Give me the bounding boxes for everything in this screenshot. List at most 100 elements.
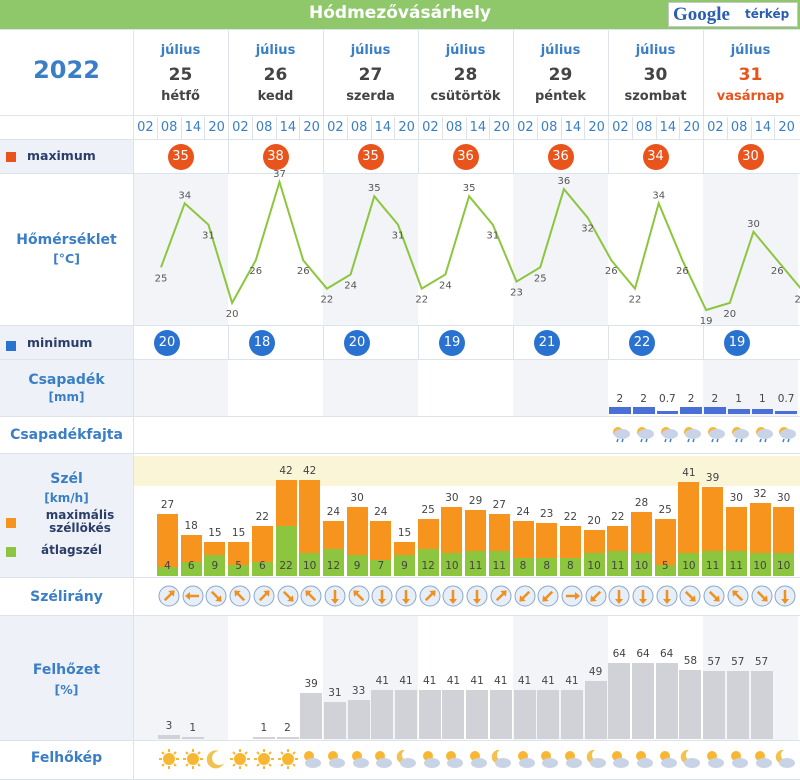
avg-wind-value: 9 xyxy=(353,560,361,572)
day-month: július xyxy=(160,43,201,58)
gust-value: 27 xyxy=(492,499,506,512)
partly-cloudy-icon xyxy=(419,748,441,770)
wind-direction-icon xyxy=(277,585,299,607)
wind-direction-icon xyxy=(679,585,701,607)
day-weekday: vasárnap xyxy=(716,89,785,104)
avg-wind-value: 12 xyxy=(326,560,341,572)
max-temp-badge: 38 xyxy=(262,144,289,170)
row-divider xyxy=(0,325,800,326)
gust-value: 15 xyxy=(208,526,222,539)
avg-wind-value: 5 xyxy=(661,560,669,572)
avg-wind-value: 10 xyxy=(753,560,767,572)
row-divider xyxy=(0,416,800,417)
wind-direction-icon xyxy=(205,585,227,607)
cloud-value: 3 xyxy=(165,720,173,733)
cloud-value: 41 xyxy=(494,675,508,688)
precip-type-label: Csapadékfajta xyxy=(10,427,123,443)
partly-cloudy-icon xyxy=(632,748,654,770)
avg-wind-value: 5 xyxy=(235,560,242,572)
avg-wind-bar xyxy=(251,562,273,576)
wind-direction-icon xyxy=(348,585,370,607)
avg-wind-value: 10 xyxy=(634,560,649,572)
max-temp-badge: 30 xyxy=(737,144,764,170)
hour-label: 02 xyxy=(323,117,347,139)
day-divider xyxy=(513,326,514,360)
partly-cloudy-icon xyxy=(466,748,488,770)
row-divider xyxy=(0,29,800,30)
wind-direction-icon xyxy=(229,585,251,607)
day-divider xyxy=(513,140,514,174)
precip-bar xyxy=(656,411,679,414)
day-divider xyxy=(418,326,419,360)
gust-value: 22 xyxy=(611,510,625,523)
hour-label: 08 xyxy=(346,117,371,139)
day-shade xyxy=(513,360,608,417)
wind-direction-icon xyxy=(537,585,559,607)
day-month: július xyxy=(255,43,296,58)
hour-label: 02 xyxy=(513,117,537,139)
gust-value: 22 xyxy=(563,510,578,523)
cloud-bar xyxy=(276,736,299,739)
cloud-bar xyxy=(442,690,465,739)
row-divider xyxy=(0,740,800,741)
avg-wind-bar xyxy=(654,564,676,576)
cloud-bar xyxy=(655,663,678,739)
sun-icon xyxy=(182,748,204,770)
rain-cloud-icon xyxy=(753,425,773,443)
label-cell-date xyxy=(0,30,133,116)
hour-label: 14 xyxy=(370,117,395,139)
cloud-bar xyxy=(466,690,489,739)
cloud-value: 64 xyxy=(636,648,650,660)
avg-wind-value: 10 xyxy=(682,560,696,572)
cloud-bar xyxy=(347,699,370,739)
avg-wind-bar xyxy=(631,553,652,576)
day-divider xyxy=(418,140,419,174)
wind-direction-icon xyxy=(703,585,725,607)
cloud-bar xyxy=(158,735,180,739)
wind-unit: [km/h] xyxy=(44,491,89,505)
day-weekday: péntek xyxy=(534,89,587,104)
wind-dir-label: Szélirány xyxy=(30,589,103,605)
gust-value: 42 xyxy=(279,465,293,477)
label-cell-temp xyxy=(0,174,133,326)
gust-value: 25 xyxy=(658,503,672,516)
cloud-value: 41 xyxy=(423,675,437,688)
hour-label: 14 xyxy=(560,117,585,139)
day-number: 25 xyxy=(168,65,193,85)
precip-value: 1 xyxy=(735,393,742,405)
day-number: 27 xyxy=(358,65,383,85)
precip-value: 1 xyxy=(759,393,766,405)
day-month: július xyxy=(540,43,581,58)
partly-cloudy-icon xyxy=(608,748,630,770)
temp-label: Hőmérséklet xyxy=(16,232,117,248)
cloud-value: 41 xyxy=(517,675,532,688)
year-label: 2022 xyxy=(33,56,100,84)
avg-wind-value: 11 xyxy=(492,560,506,572)
wind-direction-icon xyxy=(490,585,512,607)
wind-direction-icon xyxy=(751,585,773,607)
partly-cloudy-icon xyxy=(751,748,773,770)
day-number: 30 xyxy=(643,65,668,85)
hour-label: 20 xyxy=(299,117,323,139)
google-maps-logo[interactable]: Google térkép xyxy=(668,2,798,27)
precip-value: 2 xyxy=(687,393,695,405)
avg-wind-bar xyxy=(512,557,534,576)
partly-cloudy-icon xyxy=(656,748,678,770)
row-divider xyxy=(0,577,800,578)
day-weekday: szombat xyxy=(624,89,687,104)
avg-wind-bar xyxy=(441,553,463,576)
sun-icon xyxy=(277,748,299,770)
partly-cloudy-icon xyxy=(371,748,393,770)
wind-direction-icon xyxy=(632,585,654,607)
rain-cloud-icon xyxy=(729,425,749,443)
day-month: július xyxy=(350,43,391,58)
day-month: július xyxy=(445,43,486,58)
cloud-bar xyxy=(489,690,512,739)
label-cell-hours xyxy=(0,116,133,140)
temperature-point-label: 37 xyxy=(273,169,286,180)
row-divider xyxy=(0,453,800,454)
avg-wind-legend-square xyxy=(6,547,16,557)
avg-wind-bar xyxy=(204,555,226,576)
max-temp-badge: 36 xyxy=(547,144,574,170)
